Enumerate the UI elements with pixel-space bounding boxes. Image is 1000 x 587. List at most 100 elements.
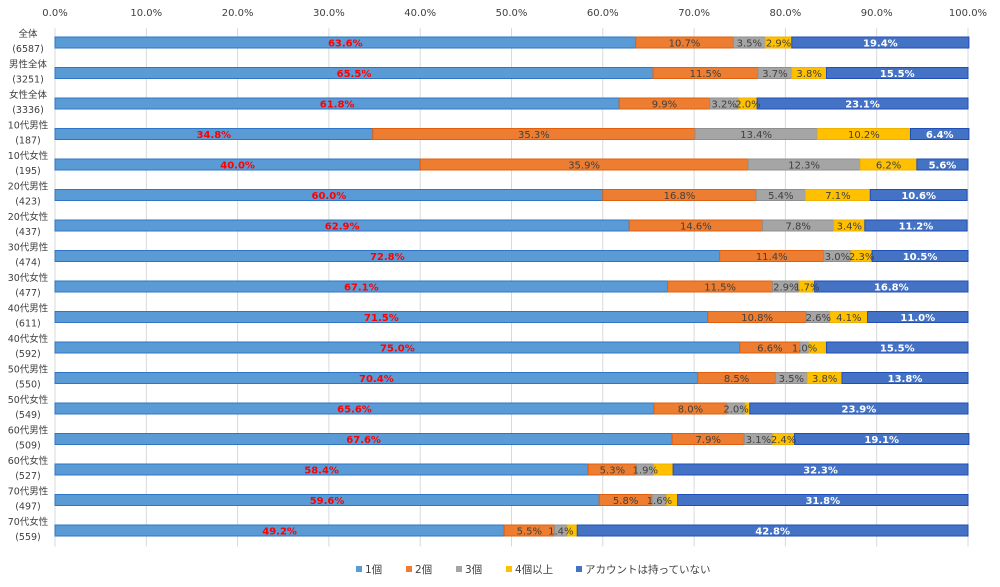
bar-segment bbox=[672, 463, 969, 476]
data-label: 10.2% bbox=[848, 130, 880, 141]
category-count: (497) bbox=[15, 502, 41, 513]
data-label: 67.1% bbox=[344, 283, 379, 294]
category-count: (3336) bbox=[12, 105, 44, 116]
data-label: 5.5% bbox=[517, 527, 542, 538]
data-label: 13.4% bbox=[740, 130, 772, 141]
bar-segment bbox=[749, 402, 969, 415]
data-label: 7.9% bbox=[696, 435, 721, 446]
data-label: 11.2% bbox=[899, 222, 934, 233]
x-tick-label: 60.0% bbox=[587, 8, 619, 19]
bar-segment bbox=[791, 36, 970, 49]
x-tick-label: 70.0% bbox=[678, 8, 710, 19]
data-label: 3.0% bbox=[825, 252, 850, 263]
data-label: 11.4% bbox=[756, 252, 788, 263]
data-label: 62.9% bbox=[325, 222, 360, 233]
data-label: 5.6% bbox=[929, 161, 957, 172]
data-label: 71.5% bbox=[364, 313, 399, 324]
data-label: 3.8% bbox=[796, 69, 821, 80]
data-label: 35.9% bbox=[568, 161, 600, 172]
data-label: 23.9% bbox=[842, 405, 877, 416]
category-count: (437) bbox=[15, 227, 41, 238]
x-tick-label: 50.0% bbox=[496, 8, 528, 19]
data-label: 2.6% bbox=[806, 313, 831, 324]
legend-swatch bbox=[456, 566, 462, 572]
data-label: 3.1% bbox=[746, 435, 771, 446]
category-name: 70代女性 bbox=[8, 516, 49, 528]
data-label: 72.8% bbox=[370, 252, 405, 263]
category-count: (423) bbox=[15, 197, 41, 208]
data-label: 65.5% bbox=[337, 69, 372, 80]
bar-segment bbox=[677, 494, 969, 506]
category-name: 40代男性 bbox=[8, 303, 49, 315]
data-label: 10.6% bbox=[901, 191, 936, 202]
legend-swatch bbox=[576, 566, 582, 572]
category-name: 50代男性 bbox=[8, 364, 49, 376]
data-label: 16.8% bbox=[874, 283, 909, 294]
x-tick-label: 90.0% bbox=[861, 8, 893, 19]
category-count: (474) bbox=[15, 258, 41, 269]
data-label: 1.7% bbox=[794, 283, 819, 294]
data-label: 1.4% bbox=[548, 527, 573, 538]
data-label: 59.6% bbox=[310, 496, 345, 507]
bar-segment bbox=[794, 433, 970, 445]
data-label: 1.6% bbox=[647, 496, 672, 507]
bar-segment bbox=[909, 128, 970, 140]
category-name: 30代男性 bbox=[8, 242, 49, 254]
category-name: 30代女性 bbox=[8, 272, 49, 284]
data-label: 35.3% bbox=[518, 130, 550, 141]
bar-segment bbox=[867, 311, 969, 323]
data-label: 7.8% bbox=[785, 222, 810, 233]
category-count: (559) bbox=[15, 532, 41, 543]
data-label: 3.5% bbox=[737, 39, 762, 50]
category-count: (509) bbox=[15, 441, 41, 452]
data-label: 19.4% bbox=[863, 39, 898, 50]
category-labels: 全体 (6587) 男性全体 (3251) 女性全体 (3336) 10代男性 (187) 10… bbox=[8, 28, 49, 543]
data-label: 32.3% bbox=[803, 466, 838, 477]
legend: 1個 2個 3個 4個以上 アカウントは持っていない bbox=[356, 563, 710, 576]
legend-label: アカウントは持っていない bbox=[585, 563, 710, 576]
legend-swatch bbox=[356, 566, 362, 572]
data-label: 4.1% bbox=[836, 313, 861, 324]
data-label: 7.1% bbox=[825, 191, 850, 202]
data-label: 8.0% bbox=[678, 405, 703, 416]
data-label: 1.0% bbox=[792, 344, 817, 355]
category-count: (549) bbox=[15, 410, 41, 421]
category-count: (195) bbox=[15, 166, 41, 177]
category-count: (477) bbox=[15, 288, 41, 299]
bar-segment bbox=[756, 97, 969, 110]
data-label: 11.5% bbox=[704, 283, 736, 294]
category-name: 60代女性 bbox=[8, 455, 49, 467]
data-label: 40.0% bbox=[220, 161, 255, 172]
data-label: 5.4% bbox=[768, 191, 793, 202]
legend-label: 1個 bbox=[365, 563, 382, 576]
data-label: 2.0% bbox=[723, 405, 748, 416]
x-tick-label: 20.0% bbox=[222, 8, 254, 19]
bar-segment bbox=[841, 372, 969, 384]
category-count: (3251) bbox=[12, 75, 44, 86]
data-label: 1.9% bbox=[633, 466, 658, 477]
category-name: 50代女性 bbox=[8, 394, 49, 406]
data-label: 9.9% bbox=[652, 100, 677, 111]
data-label: 34.8% bbox=[197, 130, 232, 141]
data-label: 70.4% bbox=[359, 374, 394, 385]
bar-segment bbox=[825, 341, 969, 354]
data-label: 65.6% bbox=[337, 405, 372, 416]
category-count: (592) bbox=[15, 349, 41, 360]
category-name: 男性全体 bbox=[9, 59, 48, 71]
data-label: 14.6% bbox=[680, 222, 712, 233]
category-name: 60代男性 bbox=[8, 425, 49, 437]
data-label: 15.5% bbox=[880, 69, 915, 80]
category-name: 20代女性 bbox=[8, 211, 49, 223]
category-count: (527) bbox=[15, 471, 41, 482]
data-label: 67.6% bbox=[346, 435, 381, 446]
data-label: 31.8% bbox=[805, 496, 840, 507]
legend-swatch bbox=[506, 566, 512, 572]
data-label: 16.8% bbox=[664, 191, 696, 202]
bar-segment bbox=[864, 219, 968, 232]
data-label: 6.6% bbox=[757, 344, 782, 355]
x-tick-label: 30.0% bbox=[313, 8, 345, 19]
data-label: 12.3% bbox=[788, 161, 820, 172]
legend-swatch bbox=[406, 566, 412, 572]
data-label: 49.2% bbox=[262, 527, 297, 538]
